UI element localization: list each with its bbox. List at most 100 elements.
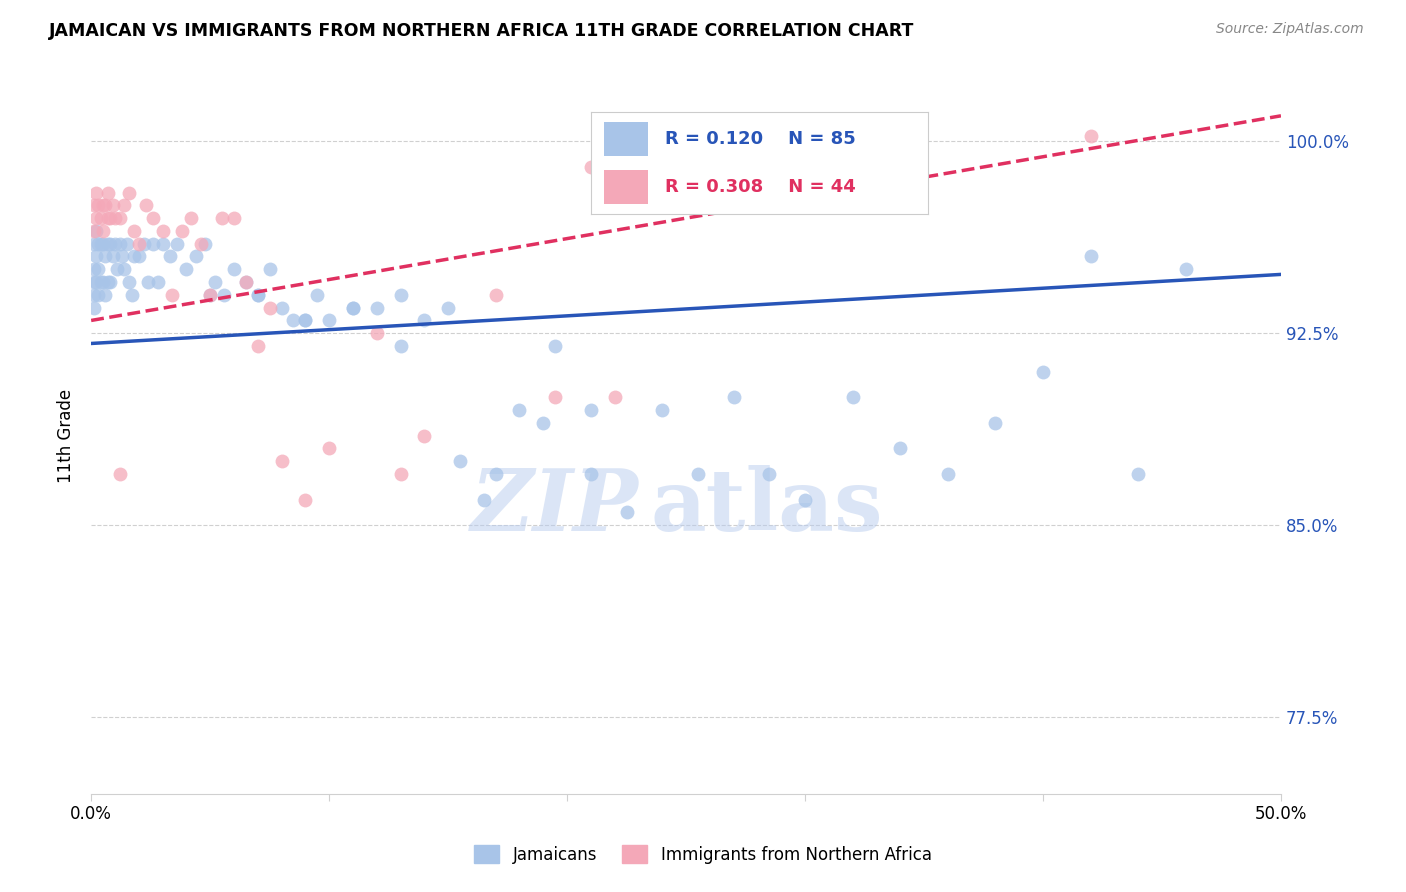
Point [114, 198, 136, 212]
Point [270, 301, 292, 315]
Point [142, 236, 165, 251]
Point [270, 454, 292, 468]
Point [91, 198, 114, 212]
Point [114, 262, 136, 277]
Point [485, 288, 508, 302]
Point [211, 211, 233, 226]
Point [83, 275, 105, 289]
Point [246, 288, 269, 302]
Point [94, 288, 117, 302]
Point [283, 313, 305, 327]
Point [91, 236, 114, 251]
Point [98, 211, 121, 226]
Point [97, 211, 120, 226]
Point [132, 236, 155, 251]
Point [222, 262, 245, 277]
Point [97, 186, 120, 200]
Point [651, 403, 673, 417]
Point [121, 288, 143, 302]
Point [142, 211, 165, 226]
Point [294, 313, 316, 327]
Text: Source: ZipAtlas.com: Source: ZipAtlas.com [1216, 22, 1364, 37]
Point [108, 467, 131, 481]
Point [104, 236, 127, 251]
Point [94, 198, 117, 212]
Point [104, 211, 127, 226]
Point [184, 250, 207, 264]
Point [758, 467, 780, 481]
Point [342, 301, 364, 315]
Point [936, 467, 959, 481]
Point [1174, 262, 1197, 277]
Point [90, 236, 112, 251]
Text: R = 0.120    N = 85: R = 0.120 N = 85 [665, 130, 855, 148]
Point [97, 236, 120, 251]
Point [366, 301, 388, 315]
Point [159, 250, 181, 264]
Point [579, 467, 602, 481]
Point [485, 467, 508, 481]
Point [794, 492, 817, 507]
Point [105, 262, 128, 277]
Point [84, 275, 107, 289]
Point [83, 224, 105, 238]
Point [108, 236, 131, 251]
Point [90, 275, 112, 289]
Point [122, 250, 145, 264]
Text: JAMAICAN VS IMMIGRANTS FROM NORTHERN AFRICA 11TH GRADE CORRELATION CHART: JAMAICAN VS IMMIGRANTS FROM NORTHERN AFR… [49, 22, 914, 40]
Point [984, 416, 1007, 430]
Point [94, 250, 117, 264]
Point [98, 236, 121, 251]
Point [83, 198, 105, 212]
Point [198, 288, 221, 302]
Point [98, 275, 121, 289]
Point [889, 442, 911, 456]
Point [97, 275, 120, 289]
Point [176, 262, 198, 277]
Point [101, 250, 124, 264]
Point [170, 224, 193, 238]
Point [294, 492, 316, 507]
Point [166, 236, 188, 251]
Point [686, 467, 709, 481]
Point [136, 275, 159, 289]
Point [389, 339, 412, 353]
Point [544, 390, 567, 404]
Point [544, 339, 567, 353]
Point [84, 211, 107, 226]
Point [235, 275, 257, 289]
Point [1080, 129, 1102, 144]
Point [87, 236, 110, 251]
Point [87, 198, 110, 212]
Point [128, 236, 150, 251]
Point [413, 313, 436, 327]
Text: ZIP: ZIP [471, 466, 638, 549]
Point [472, 492, 495, 507]
Point [603, 390, 626, 404]
Point [190, 236, 212, 251]
Point [318, 442, 340, 456]
Point [246, 339, 269, 353]
Point [160, 288, 183, 302]
Point [235, 275, 257, 289]
Point [128, 250, 150, 264]
Point [87, 262, 110, 277]
Point [389, 467, 412, 481]
Point [259, 301, 281, 315]
Point [90, 211, 112, 226]
Point [449, 454, 471, 468]
Point [841, 390, 863, 404]
Point [91, 275, 114, 289]
Point [204, 275, 226, 289]
Point [307, 288, 329, 302]
Legend: Jamaicans, Immigrants from Northern Africa: Jamaicans, Immigrants from Northern Afri… [468, 838, 938, 871]
Point [259, 262, 281, 277]
Point [118, 186, 141, 200]
Point [118, 275, 141, 289]
Point [180, 211, 202, 226]
Point [84, 186, 107, 200]
Point [108, 211, 131, 226]
Point [83, 288, 105, 302]
Bar [605, 170, 648, 204]
Point [246, 288, 269, 302]
